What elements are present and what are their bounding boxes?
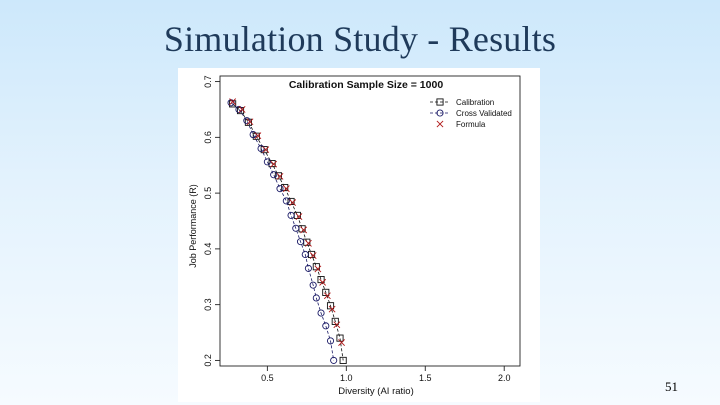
data-point-x <box>333 321 341 329</box>
legend-label: Formula <box>456 120 486 129</box>
data-point-x <box>328 305 336 313</box>
legend-label: Cross Validated <box>456 109 512 118</box>
data-point-square <box>326 302 335 310</box>
x-axis-label: Diversity (AI ratio) <box>338 386 413 397</box>
data-marks <box>227 98 347 364</box>
data-point-x <box>246 118 254 126</box>
chart-panel: Calibration Sample Size = 1000 0.5 1.0 1.5… <box>178 68 540 402</box>
data-point-x <box>300 226 308 234</box>
page-number: 51 <box>665 379 678 394</box>
data-point-circle <box>287 211 295 219</box>
y-tick-label: 0.7 <box>203 75 213 88</box>
data-point-circle <box>326 337 335 345</box>
chart-legend: Calibration Cross Validated Formula <box>430 98 512 129</box>
data-point-x <box>238 106 246 113</box>
data-point-circle <box>330 356 338 364</box>
data-point-circle <box>276 185 284 193</box>
y-tick-label: 0.5 <box>203 187 213 200</box>
data-point-x <box>282 185 290 193</box>
data-point-square <box>268 160 276 168</box>
series-line-2 <box>230 102 335 361</box>
data-point-x <box>262 146 270 154</box>
x-tick-label: 2.0 <box>498 373 511 383</box>
data-point-x <box>319 278 327 286</box>
data-point-square <box>312 263 320 271</box>
data-point-square <box>322 288 330 296</box>
chart-title: Calibration Sample Size = 1000 <box>289 79 444 91</box>
data-point-square <box>339 356 347 364</box>
scatter-chart: Calibration Sample Size = 1000 0.5 1.0 1.5… <box>188 75 521 397</box>
data-point-x <box>295 213 303 220</box>
y-tick-label: 0.2 <box>203 354 213 367</box>
data-point-square <box>317 276 325 284</box>
data-point-circle <box>296 238 305 246</box>
data-point-x <box>323 292 331 300</box>
plot-frame <box>219 75 521 367</box>
data-point-square <box>229 100 237 108</box>
y-tick-label: 0.4 <box>203 243 213 256</box>
data-point-x <box>305 239 312 247</box>
data-point-x <box>270 160 278 168</box>
data-point-circle <box>309 281 317 289</box>
data-point-square <box>244 118 252 126</box>
data-point-circle <box>243 117 251 125</box>
axes: 0.5 1.0 1.5 2.0 0.2 0.3 0.4 0.5 0.6 0.7 <box>203 75 521 383</box>
data-point-square <box>260 146 268 154</box>
x-tick-label: 0.5 <box>261 373 274 383</box>
data-point-x <box>254 132 262 140</box>
legend-marker <box>436 98 444 106</box>
data-point-circle <box>317 309 325 317</box>
data-point-x <box>229 98 237 106</box>
data-point-x <box>314 265 322 273</box>
data-point-x <box>289 199 297 207</box>
data-point-x <box>309 252 317 259</box>
legend-label: Calibration <box>456 98 494 107</box>
series-line-1 <box>232 103 344 361</box>
y-tick-label: 0.6 <box>203 131 213 144</box>
data-point-circle <box>301 250 309 259</box>
slide-title: Simulation Study - Results <box>163 19 557 59</box>
data-point-circle <box>292 224 300 232</box>
data-point-circle <box>304 264 312 272</box>
data-point-circle <box>270 171 278 179</box>
legend-marker <box>436 120 444 128</box>
y-axis-label: Job Performance (R) <box>188 184 198 268</box>
data-point-x <box>338 339 345 346</box>
data-point-square <box>331 317 339 325</box>
data-point-square <box>274 172 282 180</box>
data-point-circle <box>312 294 320 302</box>
data-point-circle <box>263 158 271 166</box>
x-tick-label: 1.0 <box>340 373 353 383</box>
x-tick-label: 1.5 <box>419 373 432 383</box>
legend-marker <box>436 109 444 117</box>
data-point-circle <box>322 322 330 330</box>
data-point-x <box>276 172 284 180</box>
y-tick-label: 0.3 <box>203 298 213 311</box>
data-point-circle <box>282 197 290 205</box>
